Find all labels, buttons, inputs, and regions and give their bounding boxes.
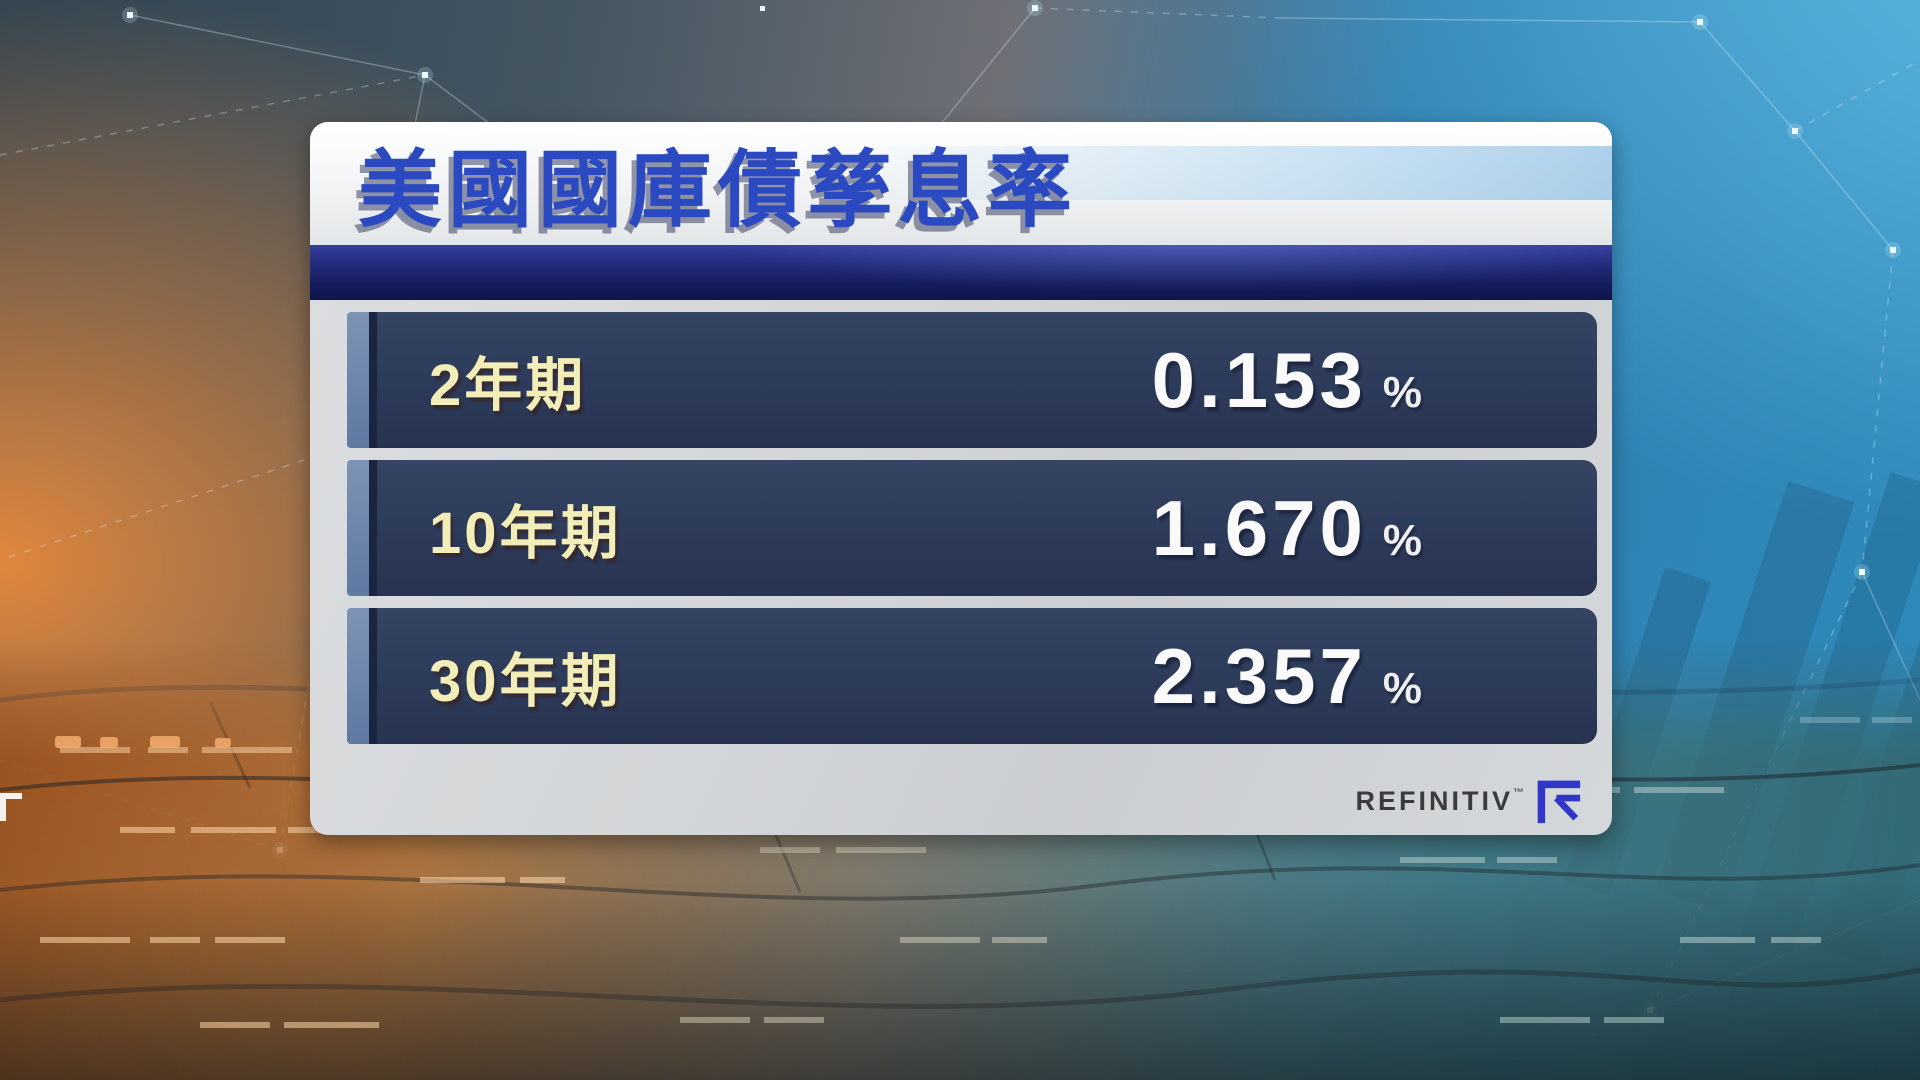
table-row: 2年期 0.153 %: [347, 312, 1597, 448]
yield-number: 0.153: [1151, 335, 1367, 424]
table-row: 30年期 2.357 %: [347, 608, 1597, 744]
table-content: 2年期 0.153 % 10年期 1.670 %: [310, 300, 1612, 744]
tenor-label: 10年期: [429, 501, 622, 566]
yield-value: 2.357 %: [1152, 631, 1597, 722]
yield-number: 2.357: [1151, 631, 1367, 720]
percent-sign: %: [1382, 367, 1422, 417]
tenor-label: 30年期: [429, 649, 622, 714]
percent-sign: %: [1382, 515, 1422, 565]
row-body: 10年期 1.670 %: [377, 460, 1597, 596]
row-body: 30年期 2.357 %: [377, 608, 1597, 744]
yield-value: 1.670 %: [1152, 483, 1597, 574]
refinitiv-arrow-icon: [1537, 780, 1581, 823]
row-accent-strip: [347, 460, 369, 596]
brand-name: REFINITIV™: [1355, 786, 1524, 817]
yield-table-panel: 美國國庫債孳息率 2年期 0.153 % 10年期: [310, 122, 1612, 835]
table-row: 10年期 1.670 %: [347, 460, 1597, 596]
row-body: 2年期 0.153 %: [377, 312, 1597, 448]
row-edge-strip: [369, 312, 377, 448]
panel-title-block: 美國國庫債孳息率: [310, 122, 1612, 245]
screen-edge-bracket-decoration: [0, 793, 22, 821]
row-edge-strip: [369, 608, 377, 744]
header-band: [310, 245, 1612, 300]
yield-number: 1.670: [1151, 483, 1367, 572]
yield-value: 0.153 %: [1152, 335, 1597, 426]
percent-sign: %: [1382, 663, 1422, 713]
page-title: 美國國庫債孳息率: [358, 143, 1079, 237]
panel-footer: REFINITIV™: [310, 756, 1612, 835]
tenor-label: 2年期: [429, 353, 587, 418]
row-accent-strip: [347, 608, 369, 744]
brand-name-text: REFINITIV: [1355, 786, 1513, 816]
trademark-symbol: ™: [1513, 787, 1524, 799]
row-edge-strip: [369, 460, 377, 596]
row-accent-strip: [347, 312, 369, 448]
